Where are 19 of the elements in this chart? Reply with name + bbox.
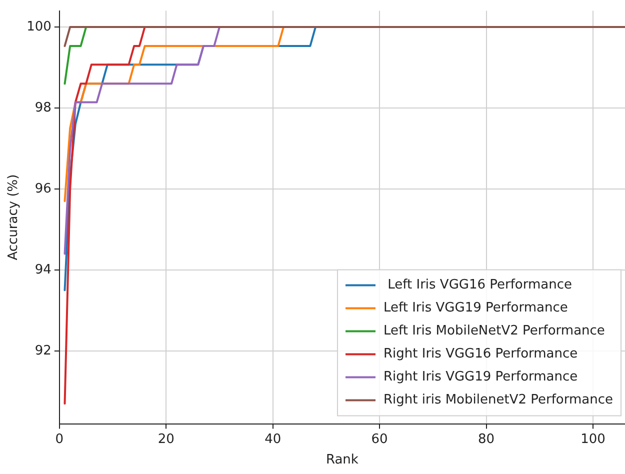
x-tick-label: 60 xyxy=(371,432,388,447)
x-tick-label: 20 xyxy=(158,432,174,447)
y-tick-label: 100 xyxy=(26,19,52,34)
x-axis-title: Rank xyxy=(326,452,359,468)
y-tick-label: 98 xyxy=(34,100,52,116)
y-axis-title: Accuracy (%) xyxy=(6,174,22,260)
y-tick-label: 94 xyxy=(34,262,52,278)
legend-label: Left Iris VGG19 Performance xyxy=(384,300,568,316)
legend-label: Left Iris VGG16 Performance xyxy=(384,278,572,293)
x-tick-label: 40 xyxy=(264,432,282,447)
legend-label: Left Iris MobileNetV2 Performance xyxy=(384,324,605,339)
y-tick-label: 96 xyxy=(34,181,52,196)
x-tick-label: 80 xyxy=(478,432,495,447)
legend-label: Right Iris VGG19 Performance xyxy=(384,370,578,385)
legend-label: Right Iris VGG16 Performance xyxy=(384,346,578,362)
legend-label: Right iris MobilenetV2 Performance xyxy=(384,392,614,408)
y-tick-label: 92 xyxy=(34,343,52,358)
x-tick-label: 100 xyxy=(580,432,606,447)
x-tick-label: 0 xyxy=(55,432,64,447)
